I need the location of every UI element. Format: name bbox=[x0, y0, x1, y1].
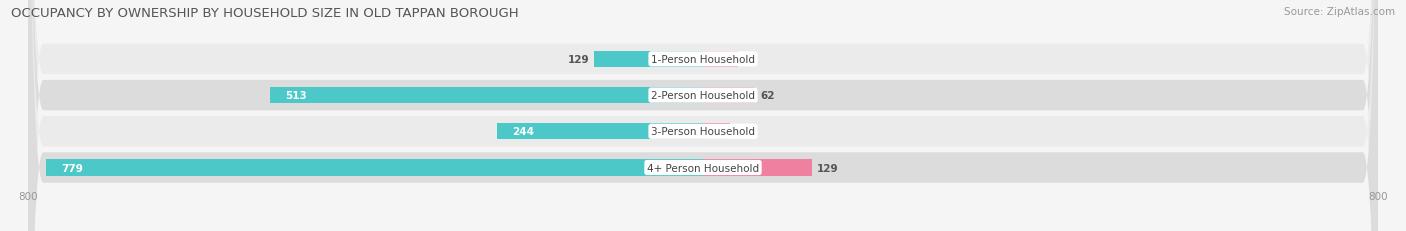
Text: 4+ Person Household: 4+ Person Household bbox=[647, 163, 759, 173]
Text: 3-Person Household: 3-Person Household bbox=[651, 127, 755, 137]
FancyBboxPatch shape bbox=[28, 0, 1378, 231]
Text: 32: 32 bbox=[735, 127, 749, 137]
Text: Source: ZipAtlas.com: Source: ZipAtlas.com bbox=[1284, 7, 1395, 17]
Bar bbox=[703, 160, 811, 176]
Bar bbox=[46, 160, 703, 176]
Bar bbox=[703, 124, 730, 140]
Text: 129: 129 bbox=[568, 55, 589, 65]
Text: 129: 129 bbox=[817, 163, 838, 173]
FancyBboxPatch shape bbox=[28, 0, 1378, 231]
FancyBboxPatch shape bbox=[28, 0, 1378, 231]
Text: 779: 779 bbox=[60, 163, 83, 173]
FancyBboxPatch shape bbox=[28, 0, 1378, 231]
Text: 244: 244 bbox=[512, 127, 534, 137]
Text: 2-Person Household: 2-Person Household bbox=[651, 91, 755, 101]
Text: 62: 62 bbox=[761, 91, 775, 101]
Text: 513: 513 bbox=[285, 91, 307, 101]
Bar bbox=[703, 52, 738, 68]
Text: 42: 42 bbox=[744, 55, 758, 65]
Text: 1-Person Household: 1-Person Household bbox=[651, 55, 755, 65]
Text: OCCUPANCY BY OWNERSHIP BY HOUSEHOLD SIZE IN OLD TAPPAN BOROUGH: OCCUPANCY BY OWNERSHIP BY HOUSEHOLD SIZE… bbox=[11, 7, 519, 20]
Bar bbox=[270, 88, 703, 104]
Bar bbox=[498, 124, 703, 140]
Bar bbox=[703, 88, 755, 104]
Bar bbox=[595, 52, 703, 68]
